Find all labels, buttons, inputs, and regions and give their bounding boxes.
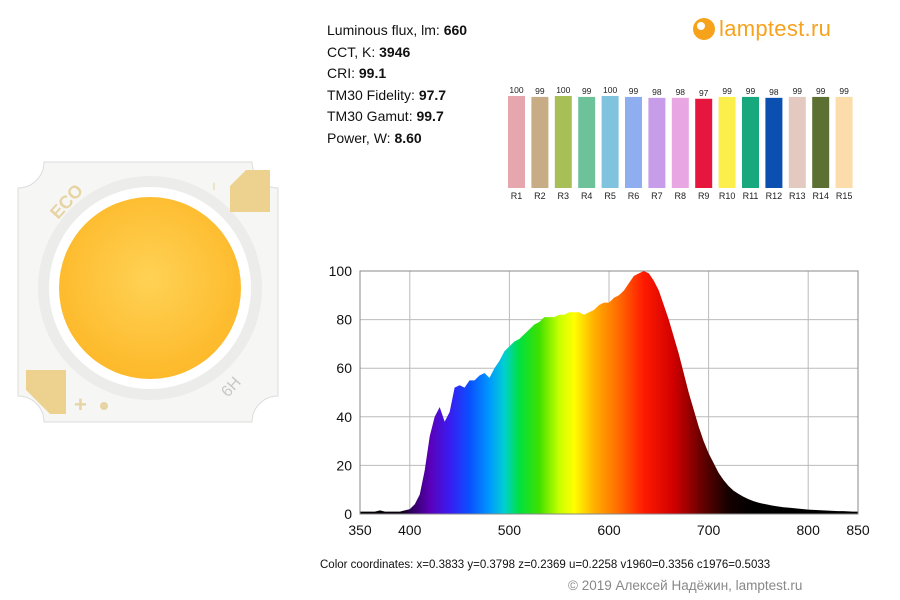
x-tick-label: 500 [498, 522, 522, 538]
cri-bar-chart: 100 R1 99 R2 100 R3 99 R4 100 R5 99 R6 98 R7 98 R8 97 R9 9… [508, 85, 853, 201]
chip-label-minus: − [205, 182, 222, 191]
chip-dot [100, 402, 108, 410]
cri-bar-r13 [788, 96, 806, 188]
param-value: 99.7 [416, 108, 444, 124]
logo[interactable]: lamptest.ru [693, 14, 831, 44]
logo-text: lamptest.ru [719, 16, 832, 41]
x-tick-label: 700 [697, 522, 721, 538]
cri-value-label: 99 [839, 86, 849, 96]
cri-category-label: R1 [511, 191, 523, 201]
x-tick-label: 400 [398, 522, 422, 538]
cri-bar-r2 [531, 96, 549, 188]
chip-label-plus: + [74, 392, 87, 417]
cri-bar-r6 [625, 96, 642, 188]
param-label: CRI: [327, 65, 355, 81]
cri-category-label: R3 [558, 191, 570, 201]
cri-value-label: 98 [676, 87, 686, 97]
param-row: CRI: 99.1 [327, 63, 467, 85]
cob-led-image: ECO − + 6H [17, 161, 279, 423]
plot-border [359, 270, 859, 515]
spectrum-area [360, 271, 858, 514]
cri-bar-r14 [812, 96, 830, 188]
param-value: 97.7 [418, 86, 447, 103]
y-tick-label: 40 [336, 409, 352, 425]
x-tick-label: 600 [597, 522, 621, 538]
cri-value-label: 99 [629, 86, 639, 96]
param-label: Power, W: [327, 129, 391, 146]
cri-value-label: 100 [603, 85, 617, 95]
param-value: 660 [443, 22, 468, 38]
cri-value-label: 97 [699, 88, 709, 98]
cri-value-label: 99 [816, 86, 826, 96]
cri-category-label: R5 [604, 191, 616, 201]
param-row: TM30 Fidelity: 97.7 [327, 85, 467, 107]
param-row: Luminous flux, lm: 660 [327, 20, 467, 42]
copyright: © 2019 Алексей Надёжин, lamptest.ru [568, 578, 803, 593]
cri-value-label: 98 [769, 87, 779, 97]
param-label: CCT, K: [327, 43, 376, 60]
pad-top-right [230, 170, 270, 212]
cri-bar-r15 [835, 96, 853, 188]
cri-value-label: 99 [746, 86, 756, 96]
cri-category-label: R6 [628, 191, 640, 201]
cri-bar-r11 [742, 96, 759, 188]
cri-value-label: 98 [652, 87, 662, 97]
param-row: Power, W: 8.60 [327, 128, 467, 150]
y-tick-label: 0 [344, 506, 352, 522]
param-row: TM30 Gamut: 99.7 [327, 106, 467, 128]
cri-category-label: R11 [743, 191, 759, 201]
cri-value-label: 99 [582, 86, 592, 96]
cri-category-label: R15 [836, 191, 853, 201]
cri-category-label: R7 [651, 191, 663, 201]
cri-category-label: R12 [766, 191, 783, 201]
cri-value-label: 99 [535, 86, 545, 96]
cri-bar-r4 [578, 96, 596, 188]
parameters-panel: Luminous flux, lm: 660 CCT, K: 3946 CRI: 9… [327, 20, 467, 149]
cri-bar-r3 [554, 96, 572, 188]
pad-bottom-left [26, 370, 66, 414]
cri-value-label: 100 [509, 85, 523, 95]
led-emitter [59, 197, 241, 379]
spectrum-chart: 350 400 500 600 700 800 850 0 20 40 60 80 100 [329, 263, 870, 538]
cri-bar-r1 [508, 96, 525, 188]
param-label: Luminous flux, lm: [327, 22, 440, 38]
x-tick-label: 850 [846, 522, 870, 538]
param-value: 8.60 [394, 129, 422, 146]
param-row: CCT, K: 3946 [327, 42, 467, 64]
cri-category-label: R10 [719, 191, 736, 201]
cri-bar-r5 [601, 96, 619, 188]
y-tick-label: 60 [336, 360, 352, 376]
y-tick-label: 20 [336, 457, 352, 473]
cri-value-label: 99 [793, 86, 803, 96]
color-coordinates: Color coordinates: x=0.3833 y=0.3798 z=0… [320, 559, 771, 571]
param-value: 99.1 [358, 65, 387, 81]
cri-bar-r8 [671, 97, 689, 188]
cri-category-label: R4 [581, 191, 593, 201]
cri-value-label: 100 [556, 85, 570, 95]
param-label: TM30 Fidelity: [327, 86, 415, 103]
cri-bar-r10 [718, 96, 736, 188]
bulb-icon [693, 18, 715, 40]
cri-bar-r12 [765, 97, 783, 188]
cri-value-label: 99 [722, 86, 732, 96]
cri-category-label: R13 [789, 191, 806, 201]
y-tick-label: 100 [329, 263, 353, 279]
x-tick-label: 800 [797, 522, 821, 538]
x-tick-label: 350 [348, 522, 372, 538]
cri-category-label: R2 [534, 191, 546, 201]
y-tick-label: 80 [336, 312, 352, 328]
param-value: 3946 [379, 43, 411, 60]
param-label: TM30 Gamut: [327, 108, 413, 124]
cri-category-label: R14 [812, 191, 829, 201]
cri-bar-r7 [648, 97, 666, 188]
cri-category-label: R8 [675, 191, 687, 201]
cri-bar-r9 [695, 98, 713, 188]
cri-category-label: R9 [698, 191, 710, 201]
